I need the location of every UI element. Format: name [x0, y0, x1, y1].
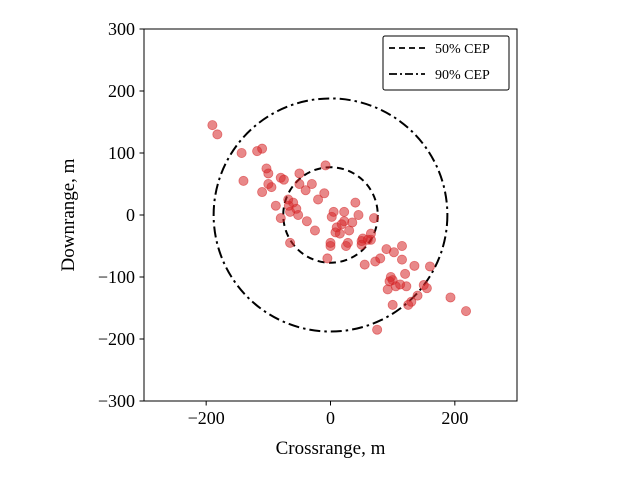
scatter-point [387, 299, 398, 310]
scatter-point [375, 253, 386, 264]
x-tick-label: 0 [326, 408, 335, 428]
scatter-point [306, 178, 317, 189]
scatter-point [350, 197, 361, 208]
scatter-point [369, 213, 380, 224]
scatter-point [313, 194, 324, 205]
scatter-point [325, 237, 336, 248]
y-tick-label: 100 [108, 143, 135, 163]
y-tick-label: −300 [98, 391, 135, 411]
scatter-point [328, 206, 339, 217]
scatter-point [372, 324, 383, 335]
scatter-point [400, 268, 411, 279]
y-tick-label: −200 [98, 329, 135, 349]
y-axis-ticks: −300 −200 −100 0 100 200 300 [98, 19, 144, 411]
scatter-point [412, 290, 423, 301]
scatter-point [353, 209, 364, 220]
cep-circle-90 [212, 97, 449, 333]
x-axis-label: Crossrange, m [276, 438, 386, 459]
scatter-point [301, 216, 312, 227]
scatter-point [461, 306, 472, 317]
legend: 50% CEP 90% CEP [382, 35, 510, 91]
scatter-point [207, 120, 218, 131]
scatter-point [300, 185, 311, 196]
scatter-point [285, 237, 296, 248]
y-tick-label: 300 [108, 19, 135, 39]
scatter-point [278, 174, 289, 185]
scatter-point [309, 225, 320, 236]
scatter-point [334, 228, 345, 239]
scatter-point [212, 129, 223, 140]
scatter-point [406, 296, 417, 307]
scatter-point [339, 216, 350, 227]
scatter-point [294, 178, 305, 189]
legend-label-50-cep: 50% CEP [435, 42, 490, 57]
scatter-point [365, 228, 376, 239]
scatter-point [396, 254, 407, 265]
scatter-point [293, 209, 304, 220]
scatter-point [445, 292, 456, 303]
x-axis-ticks: −200 0 200 [188, 401, 468, 428]
scatter-point [342, 237, 353, 248]
scatter-point [424, 261, 435, 272]
scatter-point [396, 240, 407, 251]
scatter-point [421, 283, 432, 294]
scatter-point [409, 260, 420, 271]
scatter-point [347, 217, 358, 228]
scatter-point [319, 188, 330, 199]
scatter-point [238, 175, 249, 186]
scatter-point [263, 168, 274, 179]
scatter-point [270, 200, 281, 211]
data-points [207, 120, 472, 335]
y-tick-label: −100 [98, 267, 135, 287]
scatter-point [275, 213, 286, 224]
scatter-point [320, 160, 331, 171]
scatter-point [359, 259, 370, 270]
scatter-point [401, 281, 412, 292]
legend-label-90-cep: 90% CEP [435, 68, 490, 83]
scatter-point [257, 187, 268, 198]
legend-box [382, 35, 510, 91]
x-tick-label: 200 [441, 408, 468, 428]
y-tick-label: 0 [126, 205, 135, 225]
scatter-point [322, 253, 333, 264]
scatter-point [266, 182, 277, 193]
scatter-point [388, 247, 399, 258]
x-tick-label: −200 [188, 408, 225, 428]
scatter-point [257, 143, 268, 154]
scatter-point [236, 147, 247, 158]
scatter-point [339, 206, 350, 217]
scatter-point [294, 168, 305, 179]
y-axis-label: Downrange, m [58, 158, 79, 271]
y-tick-label: 200 [108, 81, 135, 101]
